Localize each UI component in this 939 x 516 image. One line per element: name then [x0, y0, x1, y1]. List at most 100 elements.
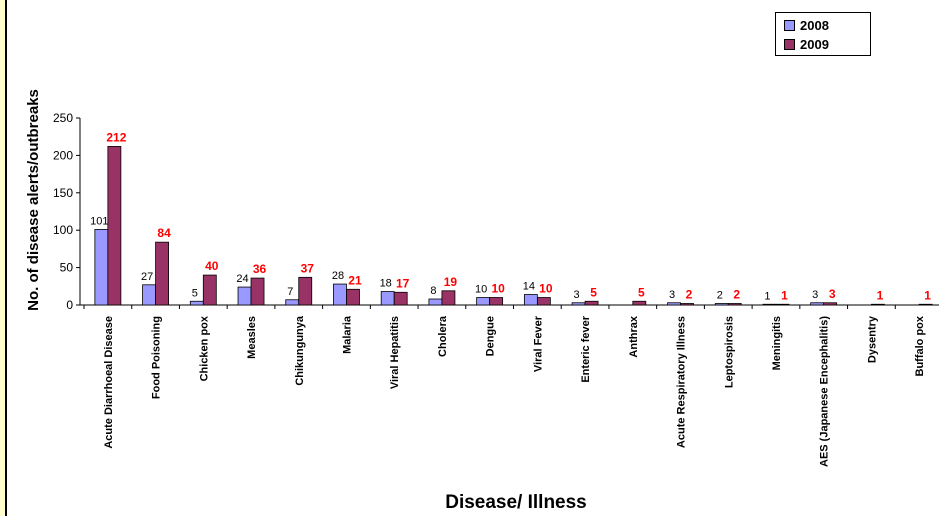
data-label-2008: 24 [236, 273, 248, 285]
data-label-2008: 10 [475, 284, 487, 296]
data-label-2008: 27 [141, 271, 153, 283]
data-label-2009: 1 [781, 288, 788, 302]
left-border [0, 0, 7, 516]
bar-2009 [155, 241, 169, 306]
data-label-2008: 28 [332, 270, 344, 282]
legend-item-2009: 2009 [784, 35, 829, 53]
x-category-label: Measles [246, 316, 258, 359]
data-label-2009: 37 [301, 261, 315, 275]
data-label-2008: 3 [574, 289, 580, 301]
x-category-label: Viral Hepatitis [389, 316, 401, 389]
bar-2009 [871, 303, 885, 306]
x-category-label: Leptospirosis [723, 316, 735, 388]
data-label-2009: 21 [348, 273, 362, 287]
bar-2009 [107, 146, 122, 306]
x-category-label: Buffalo pox [914, 315, 926, 376]
bar-2008 [523, 294, 538, 306]
x-category-label: Dengue [485, 316, 497, 356]
bar-2008 [810, 302, 825, 306]
data-label-2009: 1 [877, 288, 884, 302]
legend-label-2008: 2008 [800, 17, 829, 33]
bar-2009 [441, 290, 456, 306]
bar-2009 [489, 297, 504, 306]
legend-swatch-2008 [784, 19, 795, 31]
x-category-label: Enteric fever [580, 315, 592, 382]
legend-swatch-2009 [784, 38, 795, 50]
data-label-2009: 40 [205, 259, 219, 273]
bar-2009 [775, 303, 790, 306]
data-label-2009: 212 [106, 130, 126, 144]
bar-2009 [298, 276, 313, 306]
data-label-2009: 10 [539, 282, 553, 296]
bar-2009 [823, 302, 838, 306]
data-label-2008: 2 [717, 290, 723, 302]
data-label-2009: 5 [590, 285, 597, 299]
data-label-2008: 5 [192, 287, 198, 299]
data-label-2009: 84 [157, 226, 171, 240]
legend: 2008 2009 [775, 12, 871, 56]
bar-2008 [94, 229, 109, 306]
data-label-2008: 3 [812, 289, 818, 301]
x-category-label: Food Poisoning [151, 316, 163, 399]
data-label-2008: 8 [430, 285, 436, 297]
data-label-2009: 2 [686, 288, 693, 302]
bar-2008 [333, 283, 347, 306]
x-category-label: Chikungunya [294, 315, 306, 386]
bar-2008 [667, 302, 681, 306]
x-category-label: Cholera [437, 315, 449, 357]
x-category-label: Viral Fever [532, 315, 544, 372]
y-tick-label: 150 [53, 186, 73, 200]
data-label-2009: 1 [924, 288, 931, 302]
data-label-2008: 101 [90, 215, 108, 227]
data-label-2009: 3 [829, 287, 836, 301]
bar-2009 [918, 303, 933, 306]
bar-2008 [476, 297, 491, 306]
bar-2008 [571, 302, 586, 306]
y-tick-label: 250 [53, 111, 73, 125]
x-category-label: Dysentry [866, 315, 878, 363]
bar-2008 [142, 284, 156, 306]
bar-2008 [714, 303, 729, 306]
y-tick-label: 0 [66, 298, 73, 312]
bar-2008 [428, 298, 443, 306]
bar-2009 [202, 274, 217, 306]
bar-2009 [346, 288, 360, 306]
bar-2008 [237, 286, 252, 306]
bar-2009 [727, 303, 742, 306]
data-label-2008: 3 [669, 289, 675, 301]
data-label-2008: 14 [523, 281, 535, 293]
x-category-label: Malaria [341, 315, 353, 354]
data-label-2009: 17 [396, 276, 410, 290]
x-category-label: AES (Japanese Encephalitis) [819, 316, 831, 467]
bar-2009 [680, 303, 694, 306]
data-label-2008: 1 [764, 290, 770, 302]
y-axis-title: No. of disease alerts/outbreaks [25, 89, 42, 311]
bar-2009 [536, 297, 551, 306]
data-label-2009: 10 [491, 282, 505, 296]
data-label-2009: 19 [444, 275, 458, 289]
x-category-label: Acute Diarrhoeal Disease [103, 316, 115, 449]
bar-2008 [189, 300, 204, 306]
legend-label-2009: 2009 [800, 36, 829, 52]
y-tick-label: 50 [60, 261, 74, 275]
data-label-2009: 2 [733, 288, 740, 302]
data-label-2009: 36 [253, 262, 267, 276]
bar-2009 [584, 300, 599, 306]
data-label-2009: 5 [638, 285, 645, 299]
bar-2009 [632, 300, 647, 306]
bar-2008 [762, 303, 777, 306]
bar-2009 [250, 277, 265, 306]
y-tick-label: 100 [53, 223, 73, 237]
legend-item-2008: 2008 [784, 16, 829, 34]
x-category-label: Meningitis [771, 316, 783, 370]
data-label-2008: 7 [287, 286, 293, 298]
bar-2008 [285, 299, 300, 306]
x-category-label: Anthrax [628, 315, 640, 357]
y-tick-label: 200 [53, 148, 73, 162]
data-label-2008: 18 [380, 278, 392, 290]
x-axis-title: Disease/ Illness [445, 492, 587, 513]
bar-2009 [393, 291, 408, 306]
bar-2008 [380, 291, 395, 306]
